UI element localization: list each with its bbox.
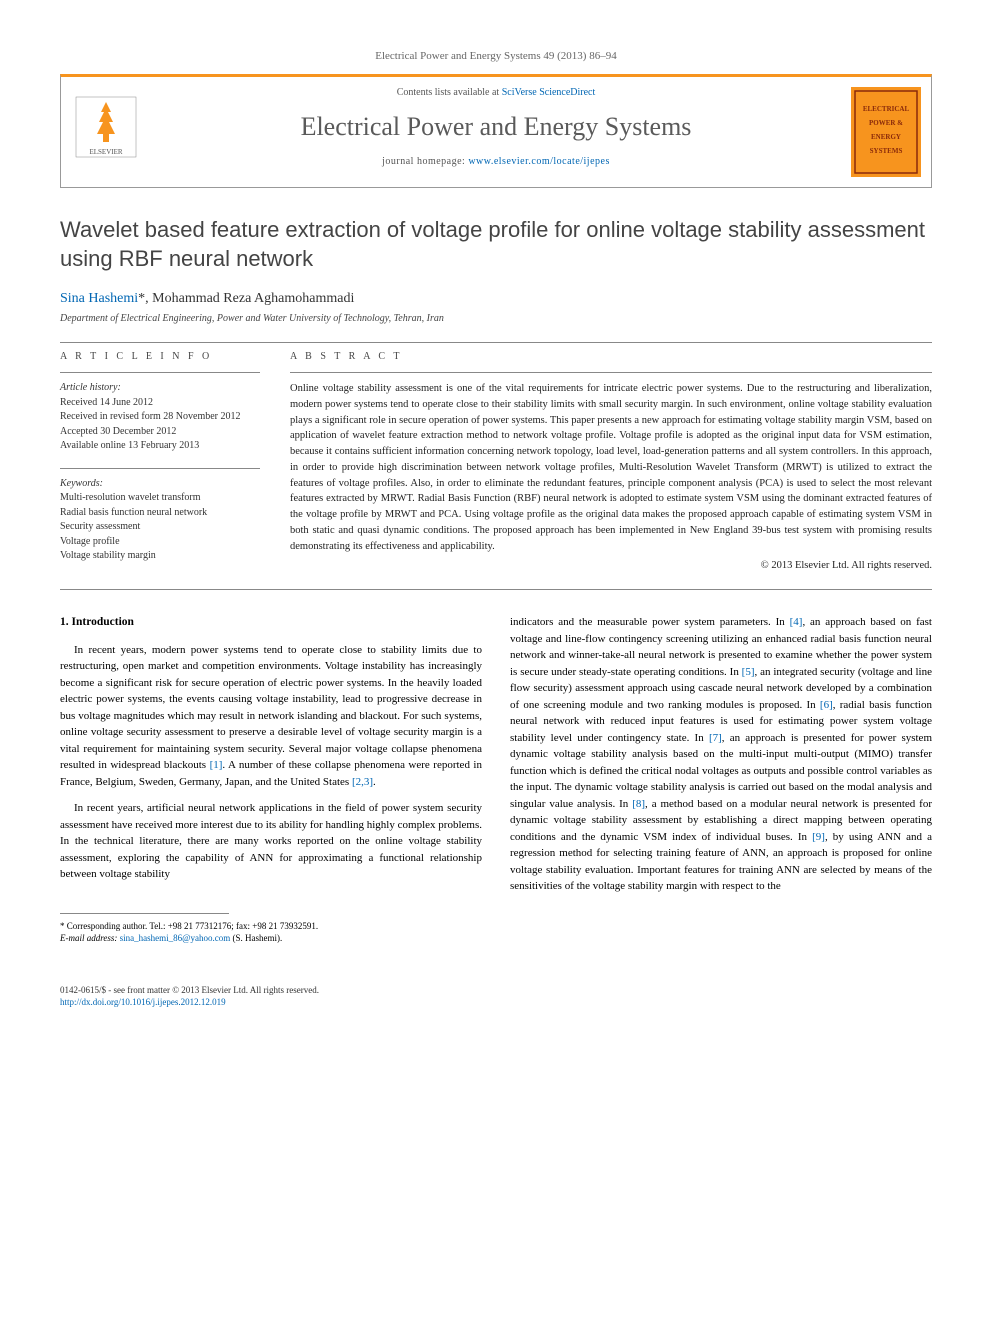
email-suffix: (S. Hashemi).: [230, 933, 282, 943]
citation-link[interactable]: [4]: [790, 616, 803, 628]
author-2: , Mohammad Reza Aghamohammadi: [145, 291, 354, 306]
article-info-heading: A R T I C L E I N F O: [60, 351, 260, 362]
body-text: .: [373, 776, 376, 788]
keyword-item: Voltage stability margin: [60, 549, 260, 564]
author-email-link[interactable]: sina_hashemi_86@yahoo.com: [120, 933, 231, 943]
article-body-columns: 1. Introduction In recent years, modern …: [60, 614, 932, 954]
svg-text:POWER &: POWER &: [869, 119, 903, 127]
body-text: indicators and the measurable power syst…: [510, 616, 790, 628]
info-divider-1: [60, 372, 260, 373]
homepage-prefix: journal homepage:: [382, 156, 468, 167]
body-paragraph: In recent years, modern power systems te…: [60, 642, 482, 791]
author-link-1[interactable]: Sina Hashemi: [60, 291, 138, 306]
svg-text:ELECTRICAL: ELECTRICAL: [863, 105, 910, 113]
history-item: Received in revised form 28 November 201…: [60, 410, 260, 425]
keyword-item: Radial basis function neural network: [60, 506, 260, 521]
keyword-item: Voltage profile: [60, 535, 260, 550]
citation-link[interactable]: [7]: [709, 732, 722, 744]
journal-cover-icon: ELECTRICAL POWER & ENERGY SYSTEMS: [851, 87, 921, 177]
citation-link[interactable]: [9]: [812, 831, 825, 843]
body-paragraph: In recent years, artificial neural netwo…: [60, 800, 482, 883]
divider-bottom: [60, 589, 932, 590]
journal-homepage-line: journal homepage: www.elsevier.com/locat…: [161, 156, 831, 167]
contents-prefix: Contents lists available at: [397, 87, 502, 98]
contents-available-line: Contents lists available at SciVerse Sci…: [161, 87, 831, 98]
keyword-item: Multi-resolution wavelet transform: [60, 491, 260, 506]
svg-text:SYSTEMS: SYSTEMS: [870, 147, 903, 155]
article-history-block: Article history: Received 14 June 2012 R…: [60, 381, 260, 454]
abstract-text: Online voltage stability assessment is o…: [290, 381, 932, 554]
divider-top: [60, 342, 932, 343]
svg-text:ENERGY: ENERGY: [871, 133, 901, 141]
footnote-divider: [60, 913, 229, 914]
history-label: Article history:: [60, 381, 260, 396]
abstract-column: A B S T R A C T Online voltage stability…: [290, 351, 932, 571]
body-text: In recent years, modern power systems te…: [60, 644, 482, 772]
copyright-line: © 2013 Elsevier Ltd. All rights reserved…: [290, 560, 932, 571]
sciencedirect-link[interactable]: SciVerse ScienceDirect: [502, 87, 596, 98]
citation-link[interactable]: [6]: [820, 699, 833, 711]
keywords-label: Keywords:: [60, 477, 260, 492]
journal-cover-cell: ELECTRICAL POWER & ENERGY SYSTEMS: [841, 77, 931, 187]
journal-name: Electrical Power and Energy Systems: [161, 112, 831, 142]
citation-link[interactable]: [2,3]: [352, 776, 373, 788]
email-label: E-mail address:: [60, 933, 117, 943]
footer-info: 0142-0615/$ - see front matter © 2013 El…: [60, 985, 932, 1008]
footnote-text: Corresponding author. Tel.: +98 21 77312…: [65, 921, 319, 931]
info-divider-2: [60, 468, 260, 469]
issn-line: 0142-0615/$ - see front matter © 2013 El…: [60, 985, 932, 997]
abstract-heading: A B S T R A C T: [290, 351, 932, 362]
body-text: In recent years, artificial neural netwo…: [60, 802, 482, 880]
citation-link[interactable]: [8]: [632, 798, 645, 810]
keyword-item: Security assessment: [60, 520, 260, 535]
author-affiliation: Department of Electrical Engineering, Po…: [60, 313, 932, 324]
homepage-link[interactable]: www.elsevier.com/locate/ijepes: [468, 156, 610, 167]
citation-link[interactable]: [5]: [742, 666, 755, 678]
section-heading-intro: 1. Introduction: [60, 614, 482, 631]
journal-reference: Electrical Power and Energy Systems 49 (…: [60, 50, 932, 62]
publisher-logo-cell: ELSEVIER: [61, 77, 151, 187]
abstract-divider: [290, 372, 932, 373]
history-item: Received 14 June 2012: [60, 396, 260, 411]
article-title: Wavelet based feature extraction of volt…: [60, 216, 932, 273]
article-info-column: A R T I C L E I N F O Article history: R…: [60, 351, 260, 571]
authors-line: Sina Hashemi*, Mohammad Reza Aghamohamma…: [60, 291, 932, 307]
svg-text:ELSEVIER: ELSEVIER: [89, 148, 122, 156]
corresponding-author-footnote: * Corresponding author. Tel.: +98 21 773…: [60, 920, 482, 945]
keywords-block: Keywords: Multi-resolution wavelet trans…: [60, 477, 260, 564]
history-item: Available online 13 February 2013: [60, 439, 260, 454]
elsevier-logo-icon: ELSEVIER: [71, 92, 141, 172]
doi-link[interactable]: http://dx.doi.org/10.1016/j.ijepes.2012.…: [60, 997, 226, 1007]
citation-link[interactable]: [1]: [210, 759, 223, 771]
journal-header-box: ELSEVIER Contents lists available at Sci…: [60, 74, 932, 188]
history-item: Accepted 30 December 2012: [60, 425, 260, 440]
body-paragraph: indicators and the measurable power syst…: [510, 614, 932, 895]
